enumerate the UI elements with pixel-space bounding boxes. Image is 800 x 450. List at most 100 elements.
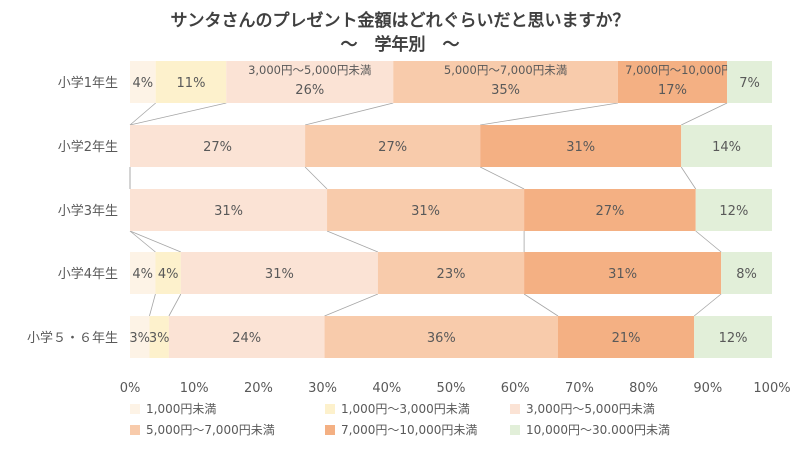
data-label: 4% [158, 267, 179, 282]
bar-segment [149, 316, 169, 358]
legend-item: 3,000円～5,000円未満 [510, 400, 655, 417]
series-line [129, 102, 227, 126]
series-line [129, 102, 156, 126]
bar-row: 4% 4% 31% 23% 31% 8% 小学4年生 [58, 252, 772, 294]
x-tick-label: 70% [565, 381, 594, 396]
bar-row: 27% 27% 31% 14% 小学2年生 [58, 125, 772, 167]
x-tick-label: 90% [693, 381, 722, 396]
data-label: 21% [612, 331, 641, 346]
bar-segment [558, 316, 695, 358]
data-label: 27% [595, 204, 624, 219]
chart-title: サンタさんのプレゼント金額はどれぐらいだと思いますか？ [170, 11, 630, 31]
bar-segment [130, 61, 156, 103]
bar-row: 3%3% 24% 36% 21% 12% 小学５・６年生 [27, 316, 772, 358]
data-label: 17% [658, 83, 687, 98]
bar-segment [727, 61, 772, 103]
bar-segment [480, 125, 682, 167]
data-label: 14% [712, 140, 741, 155]
bar-segment [130, 189, 328, 231]
series-line [523, 293, 559, 317]
data-label: 31% [608, 267, 637, 282]
bar-segment [130, 252, 156, 294]
legend-item: 1,000円～3,000円未満 [325, 400, 470, 417]
data-label: 31% [265, 267, 294, 282]
data-label: 36% [427, 331, 456, 346]
x-tick-label: 30% [308, 381, 337, 396]
bar-segment [524, 252, 722, 294]
bar-segment [524, 189, 696, 231]
bar-segment [393, 61, 618, 103]
data-label: 23% [437, 267, 466, 282]
legend-label: 1,000円未満 [146, 402, 217, 416]
legend-item: 1,000円未満 [130, 400, 216, 417]
data-label: 7% [739, 76, 760, 91]
data-label: 27% [203, 140, 232, 155]
bar-segment [180, 252, 378, 294]
bar-segment [694, 316, 772, 358]
bar-segment [155, 252, 181, 294]
x-tick-label: 100% [753, 381, 790, 396]
bar-row: 31% 31% 27% 12% 小学3年生 [58, 189, 772, 231]
bar-segment [721, 252, 772, 294]
bar-segment [324, 316, 558, 358]
x-tick-label: 40% [372, 381, 401, 396]
data-label: 12% [719, 331, 748, 346]
legend-swatch [510, 425, 520, 435]
data-label: 35% [491, 83, 520, 98]
legend-item: 10,000円～30.000円未満 [510, 421, 670, 438]
legend-label: 5,000円～7,000円未満 [146, 423, 275, 437]
bar-segment [305, 125, 481, 167]
chart-subtitle: ～ 学年別 ～ [340, 35, 460, 55]
category-label: 小学4年生 [58, 266, 118, 282]
data-label: 3% [149, 331, 170, 346]
bar-row: 4% 11% 26% 3,000円～5,000円未満 35% 5,000円～7,000円未… [58, 61, 772, 103]
bar-segment [226, 61, 394, 103]
x-tick-label: 20% [244, 381, 273, 396]
category-label: 小学1年生 [58, 75, 118, 91]
category-label: 小学５・６年生 [27, 330, 118, 346]
legend-label: 3,000円～5,000円未満 [526, 402, 655, 416]
series-line [324, 293, 379, 317]
legend-item: 5,000円～7,000円未満 [130, 421, 275, 438]
series-lines [129, 102, 728, 317]
data-label: 26% [295, 83, 324, 98]
legend-swatch [130, 425, 140, 435]
series-line [304, 166, 328, 190]
x-axis: 0% 10% 20% 30% 40% 50% 60% 70% 80% 90% 100% [120, 381, 791, 396]
data-label: 31% [411, 204, 440, 219]
data-label: 24% [232, 331, 261, 346]
x-tick-label: 50% [437, 381, 466, 396]
category-label: 小学3年生 [58, 203, 118, 219]
data-label: 4% [132, 267, 153, 282]
data-label: 31% [214, 204, 243, 219]
x-tick-label: 60% [501, 381, 530, 396]
bar-segment [695, 189, 772, 231]
data-label: 8% [736, 267, 757, 282]
series-line [681, 102, 728, 126]
x-tick-label: 0% [120, 381, 141, 396]
series-line [304, 102, 394, 126]
legend-item: 7,000円～10,000円未満 [325, 421, 477, 438]
series-line [693, 293, 722, 317]
x-tick-label: 10% [180, 381, 209, 396]
series-line [695, 230, 722, 253]
data-label: 12% [719, 204, 748, 219]
series-line [480, 102, 618, 126]
inline-series-label: 3,000円～5,000円未満 [248, 63, 371, 77]
bar-segment [327, 189, 525, 231]
data-label: 3% [129, 331, 150, 346]
legend-swatch [325, 425, 335, 435]
data-label: 31% [566, 140, 595, 155]
series-line [480, 166, 525, 190]
legend-label: 10,000円～30.000円未満 [526, 423, 670, 437]
category-label: 小学2年生 [58, 139, 118, 155]
bar-segment [155, 61, 227, 103]
legend-label: 1,000円～3,000円未満 [341, 402, 470, 416]
series-line [129, 230, 182, 253]
inline-series-label: 7,000円～10,000円未満 [625, 63, 756, 77]
series-line [680, 166, 697, 190]
bar-segment [377, 252, 525, 294]
series-line [129, 230, 156, 253]
x-tick-label: 80% [629, 381, 658, 396]
